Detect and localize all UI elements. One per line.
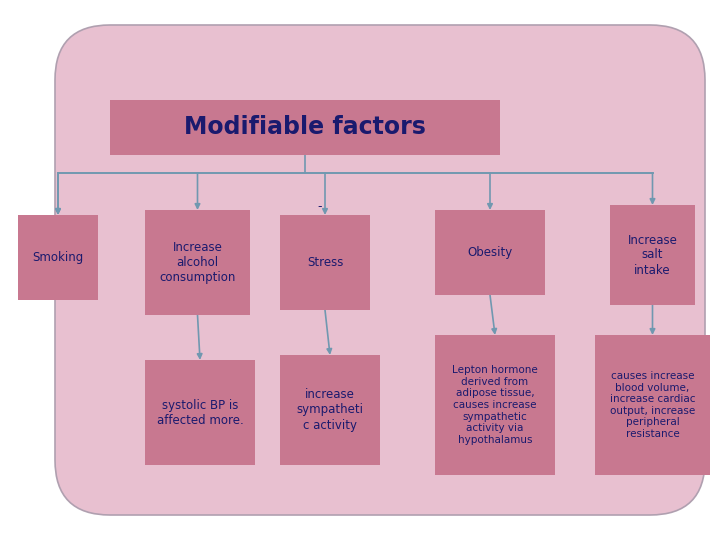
Text: Stress: Stress [307,256,343,269]
FancyBboxPatch shape [435,335,555,475]
FancyBboxPatch shape [110,100,500,155]
FancyBboxPatch shape [280,355,380,465]
FancyBboxPatch shape [145,360,255,465]
FancyBboxPatch shape [610,205,695,305]
Text: increase
sympatheti
c activity: increase sympatheti c activity [297,388,364,431]
FancyBboxPatch shape [280,215,370,310]
Text: Obesity: Obesity [467,246,513,259]
Text: Smoking: Smoking [32,251,84,264]
Text: causes increase
blood volume,
increase cardiac
output, increase
peripheral
resis: causes increase blood volume, increase c… [610,371,696,439]
FancyBboxPatch shape [55,25,705,515]
Text: Modifiable factors: Modifiable factors [184,116,426,139]
Text: systolic BP is
affected more.: systolic BP is affected more. [157,399,243,427]
FancyBboxPatch shape [18,215,98,300]
FancyBboxPatch shape [595,335,710,475]
FancyBboxPatch shape [145,210,250,315]
Text: Increase
alcohol
consumption: Increase alcohol consumption [159,241,235,284]
FancyBboxPatch shape [435,210,545,295]
Text: Increase
salt
intake: Increase salt intake [628,233,678,276]
Text: -: - [318,200,323,213]
Text: Lepton hormone
derived from
adipose tissue,
causes increase
sympathetic
activity: Lepton hormone derived from adipose tiss… [452,365,538,445]
